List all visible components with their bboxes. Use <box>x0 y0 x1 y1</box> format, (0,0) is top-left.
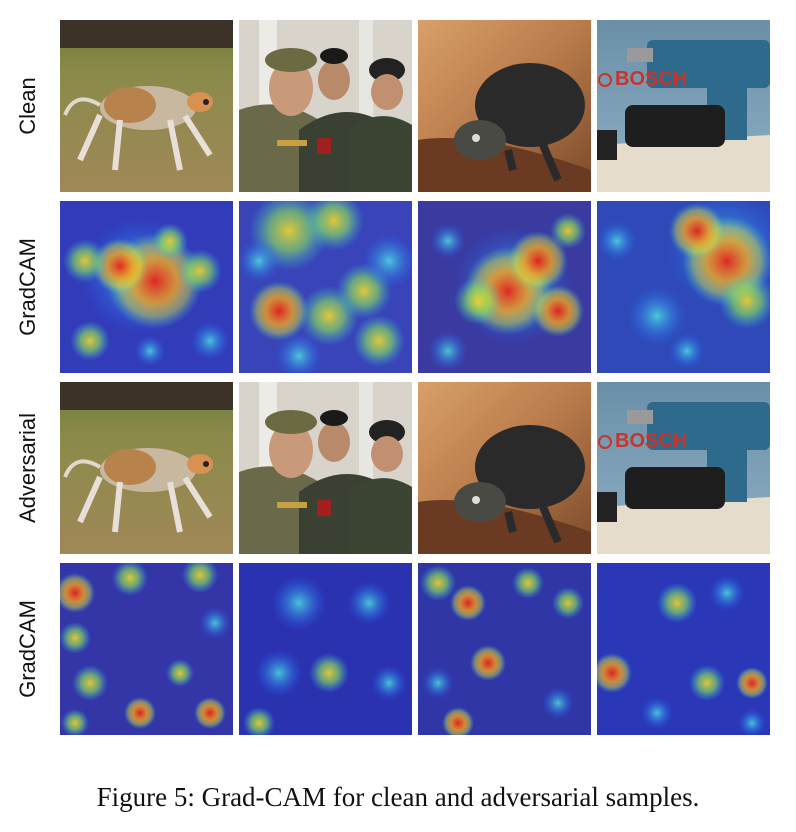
heatmap-turtle-clean <box>418 201 591 373</box>
heatmap-drill-adversarial <box>597 563 770 735</box>
figure-grid: Clean GradCAM Adversarial GradCAM <box>15 20 770 735</box>
heatmap-dog-clean <box>60 201 233 373</box>
image-dog-clean <box>60 20 233 192</box>
image-turtle-clean <box>418 20 591 192</box>
drill-brand-text: BOSCH <box>615 430 687 452</box>
image-dog-adversarial <box>60 382 233 554</box>
image-turtle-adversarial <box>418 382 591 554</box>
image-soldiers-clean <box>239 20 412 192</box>
heatmap-soldiers-clean <box>239 201 412 373</box>
heatmap-soldiers-adversarial <box>239 563 412 735</box>
figure-caption: Figure 5: Grad-CAM for clean and adversa… <box>96 782 700 812</box>
heatmap-drill-clean <box>597 201 770 373</box>
image-soldiers-adversarial <box>239 382 412 554</box>
heatmap-turtle-adversarial <box>418 563 591 735</box>
image-drill-clean: BOSCH <box>597 20 770 192</box>
heatmap-dog-adversarial <box>60 563 233 735</box>
drill-brand-text: BOSCH <box>615 68 687 90</box>
image-drill-adversarial: BOSCH <box>597 382 770 554</box>
